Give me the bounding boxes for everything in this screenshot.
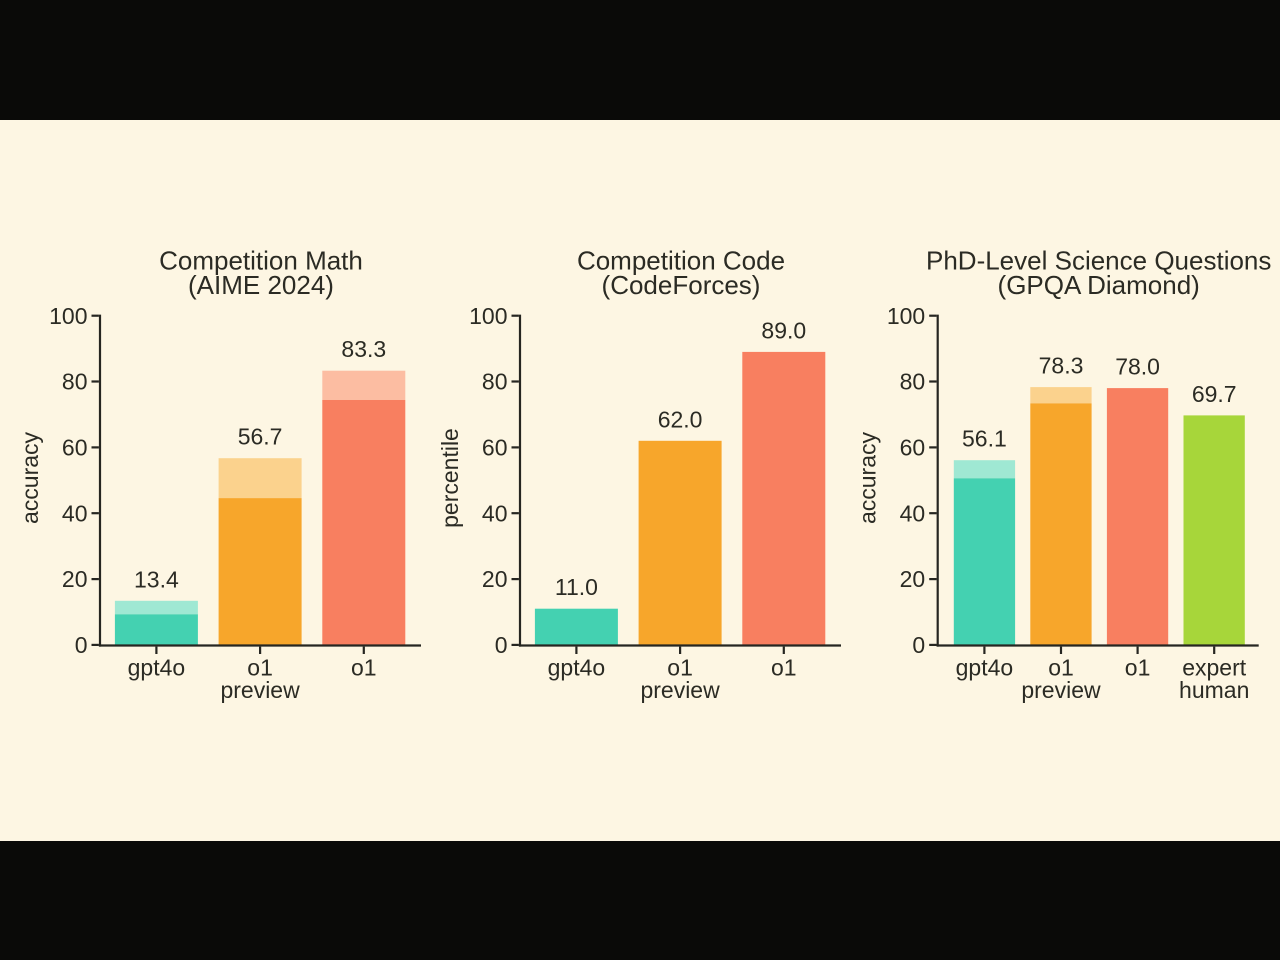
svg-text:78.0: 78.0 [1115,354,1160,380]
svg-text:o1: o1 [351,654,377,680]
svg-text:preview: preview [220,677,300,703]
svg-text:0: 0 [912,632,925,658]
svg-text:Competition Math: Competition Math [159,245,363,275]
svg-text:gpt4o: gpt4o [548,654,606,680]
svg-text:human: human [1179,677,1249,703]
svg-text:83.3: 83.3 [341,336,386,362]
svg-text:78.3: 78.3 [1039,353,1084,379]
svg-text:o1: o1 [1048,654,1074,680]
svg-text:20: 20 [482,566,508,592]
svg-text:o1: o1 [247,654,273,680]
svg-text:preview: preview [640,677,720,703]
svg-text:o1: o1 [771,654,797,680]
svg-text:20: 20 [900,566,926,592]
svg-text:o1: o1 [667,654,693,680]
svg-text:40: 40 [900,500,926,526]
svg-text:PhD-Level Science Questions: PhD-Level Science Questions [926,245,1271,275]
svg-text:80: 80 [482,369,508,395]
svg-text:60: 60 [900,435,926,461]
svg-text:62.0: 62.0 [658,406,703,432]
svg-text:80: 80 [900,369,926,395]
svg-text:expert: expert [1182,654,1247,680]
svg-text:40: 40 [62,500,88,526]
svg-text:80: 80 [62,369,88,395]
svg-text:(CodeForces): (CodeForces) [602,270,761,300]
svg-text:Competition Code: Competition Code [577,245,785,275]
svg-text:40: 40 [482,500,508,526]
svg-text:100: 100 [887,303,925,329]
svg-text:(GPQA Diamond): (GPQA Diamond) [998,270,1200,300]
svg-text:60: 60 [482,435,508,461]
svg-text:preview: preview [1021,677,1101,703]
svg-text:percentile: percentile [437,428,463,528]
svg-text:gpt4o: gpt4o [956,654,1014,680]
svg-text:gpt4o: gpt4o [128,654,186,680]
svg-text:100: 100 [49,303,87,329]
svg-text:13.4: 13.4 [134,566,179,592]
svg-text:56.1: 56.1 [962,426,1007,452]
svg-text:0: 0 [495,632,508,658]
svg-text:11.0: 11.0 [555,574,598,600]
svg-text:89.0: 89.0 [761,317,806,343]
svg-text:(AIME 2024): (AIME 2024) [188,270,334,300]
svg-text:accuracy: accuracy [17,431,43,524]
svg-text:56.7: 56.7 [238,424,283,450]
svg-text:100: 100 [469,303,507,329]
svg-text:0: 0 [75,632,88,658]
svg-text:60: 60 [62,435,88,461]
svg-text:o1: o1 [1125,654,1151,680]
svg-text:69.7: 69.7 [1192,381,1237,407]
svg-text:accuracy: accuracy [854,431,880,524]
svg-text:20: 20 [62,566,88,592]
